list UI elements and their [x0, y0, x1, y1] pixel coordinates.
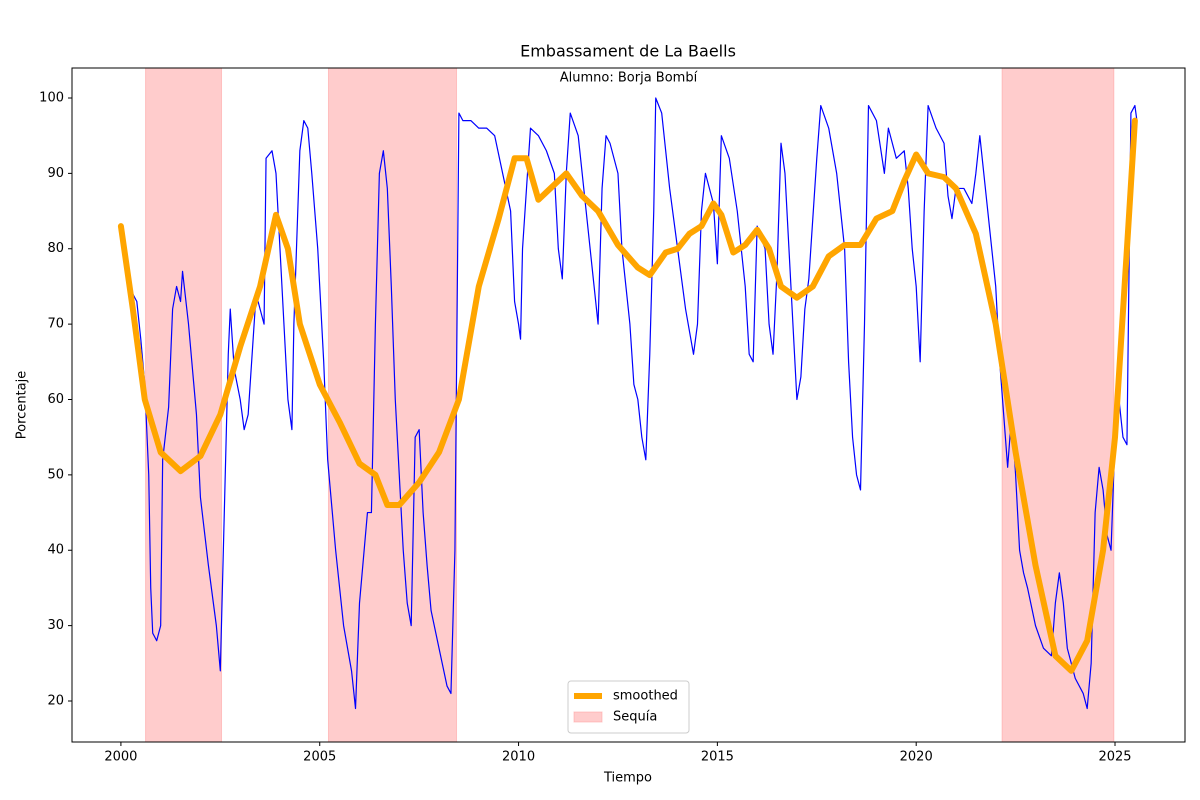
- y-tick-label: 30: [47, 618, 64, 633]
- legend: smoothed Sequía: [567, 680, 690, 734]
- plot-layer: [117, 68, 1138, 742]
- y-tick-label: 100: [39, 90, 64, 105]
- chart-title: Embassament de La Baells: [520, 42, 736, 61]
- x-tick-label: 2020: [900, 750, 933, 765]
- y-tick-label: 60: [47, 392, 64, 407]
- y-tick-label: 70: [47, 317, 64, 332]
- legend-label: smoothed: [613, 689, 678, 704]
- x-tick-label: 2000: [104, 750, 137, 765]
- drought-span: [1001, 68, 1115, 742]
- y-tick-label: 40: [47, 543, 64, 558]
- legend-swatch: [573, 711, 603, 723]
- legend-label: Sequía: [613, 710, 657, 725]
- x-tick-label: 2010: [502, 750, 535, 765]
- annotation: Alumno: Borja Bombí: [560, 71, 698, 86]
- axes-frame: [71, 67, 1186, 743]
- smoothed-line: [117, 117, 1138, 674]
- x-tick-label: 2005: [303, 750, 336, 765]
- x-axis-label: Tiempo: [603, 771, 652, 786]
- y-tick-label: 20: [47, 693, 64, 708]
- y-tick-label: 80: [47, 241, 64, 256]
- x-tick-label: 2025: [1098, 750, 1131, 765]
- y-tick-label: 50: [47, 467, 64, 482]
- level-line: [132, 97, 1138, 710]
- y-axis-label: Porcentaje: [15, 371, 30, 439]
- x-tick-label: 2015: [701, 750, 734, 765]
- drought-span: [145, 68, 223, 742]
- y-tick-label: 90: [47, 166, 64, 181]
